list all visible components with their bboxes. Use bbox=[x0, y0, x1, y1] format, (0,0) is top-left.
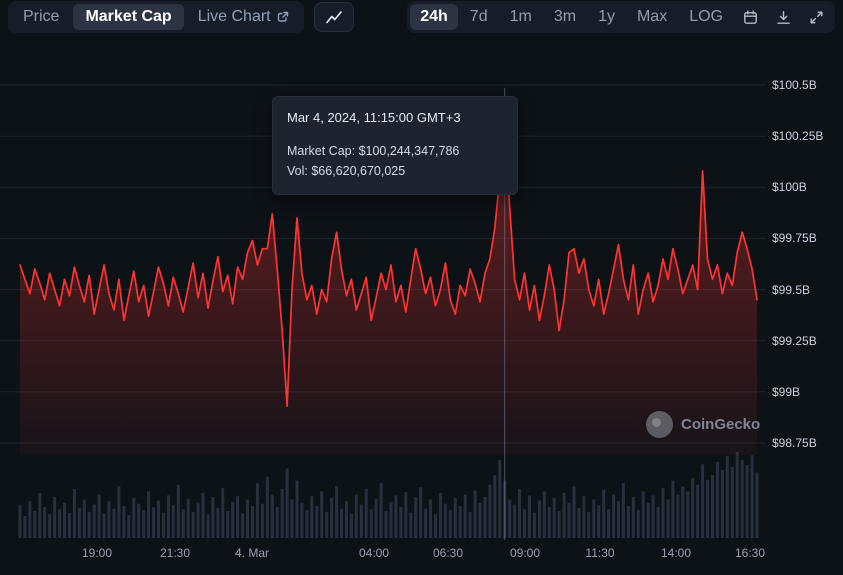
chart-tooltip: Mar 4, 2024, 11:15:00 GMT+3 Market Cap: … bbox=[272, 96, 518, 195]
chart-toolbar: Price Market Cap Live Chart 24h bbox=[0, 1, 843, 33]
tab-price[interactable]: Price bbox=[11, 4, 71, 30]
range-24h[interactable]: 24h bbox=[410, 4, 458, 30]
live-chart-label: Live Chart bbox=[197, 8, 271, 25]
x-axis-label: 19:00 bbox=[81, 546, 113, 560]
y-axis-label: $100.5B bbox=[772, 78, 817, 92]
range-1y[interactable]: 1y bbox=[588, 4, 625, 30]
expand-button[interactable] bbox=[801, 6, 832, 29]
coingecko-logo-icon bbox=[646, 411, 673, 438]
tooltip-market-cap-row: Market Cap: $100,244,347,786 bbox=[287, 141, 503, 161]
y-axis-label: $99.75B bbox=[772, 231, 817, 246]
calendar-button[interactable] bbox=[735, 6, 766, 29]
line-chart-icon bbox=[325, 11, 342, 24]
download-icon bbox=[777, 10, 790, 24]
range-3m[interactable]: 3m bbox=[544, 4, 586, 30]
y-axis-label: $99.5B bbox=[772, 282, 811, 297]
x-axis-label: 11:30 bbox=[585, 546, 615, 560]
tooltip-market-cap-label: Market Cap: bbox=[287, 144, 356, 158]
coingecko-watermark: CoinGecko bbox=[646, 411, 760, 438]
range-max[interactable]: Max bbox=[627, 4, 677, 30]
tooltip-timestamp: Mar 4, 2024, 11:15:00 GMT+3 bbox=[287, 110, 461, 125]
calendar-icon bbox=[744, 10, 757, 24]
external-link-icon bbox=[277, 11, 288, 22]
y-axis-label: $100B bbox=[772, 180, 807, 195]
watermark-label: CoinGecko bbox=[681, 416, 761, 433]
x-axis-label: 21:30 bbox=[159, 546, 191, 560]
x-axis-label: 16:30 bbox=[734, 546, 766, 560]
range-log[interactable]: LOG bbox=[679, 4, 733, 30]
x-axis-label: 06:30 bbox=[432, 546, 464, 560]
toolbar-left: Price Market Cap Live Chart bbox=[8, 1, 354, 33]
y-axis-label: $100.25B bbox=[772, 129, 824, 144]
tooltip-market-cap-value: $100,244,347,786 bbox=[358, 144, 460, 158]
y-axis-label: $99.25B bbox=[772, 333, 817, 348]
x-axis-label: 04:00 bbox=[358, 546, 390, 560]
tab-live-chart[interactable]: Live Chart bbox=[186, 4, 301, 30]
tooltip-volume-value: $66,620,670,025 bbox=[311, 164, 406, 178]
range-group: 24h 7d 1m 3m 1y Max LOG bbox=[407, 1, 835, 33]
x-axis-label: 09:00 bbox=[509, 546, 541, 560]
y-axis-label: $98.75B bbox=[772, 436, 817, 450]
tooltip-volume-row: Vol: $66,620,670,025 bbox=[287, 161, 503, 181]
chart-tabs-group: Price Market Cap Live Chart bbox=[8, 1, 304, 33]
range-1m[interactable]: 1m bbox=[500, 4, 542, 30]
x-axis-label: 4. Mar bbox=[234, 546, 270, 560]
download-button[interactable] bbox=[768, 6, 799, 29]
y-axis-label: $99B bbox=[772, 384, 801, 399]
chart-type-button[interactable] bbox=[313, 2, 354, 32]
tooltip-volume-label: Vol: bbox=[287, 164, 308, 178]
range-7d[interactable]: 7d bbox=[460, 4, 498, 30]
x-axis-label: 14:00 bbox=[660, 546, 692, 560]
expand-icon bbox=[810, 11, 823, 23]
tab-market-cap[interactable]: Market Cap bbox=[73, 4, 184, 30]
